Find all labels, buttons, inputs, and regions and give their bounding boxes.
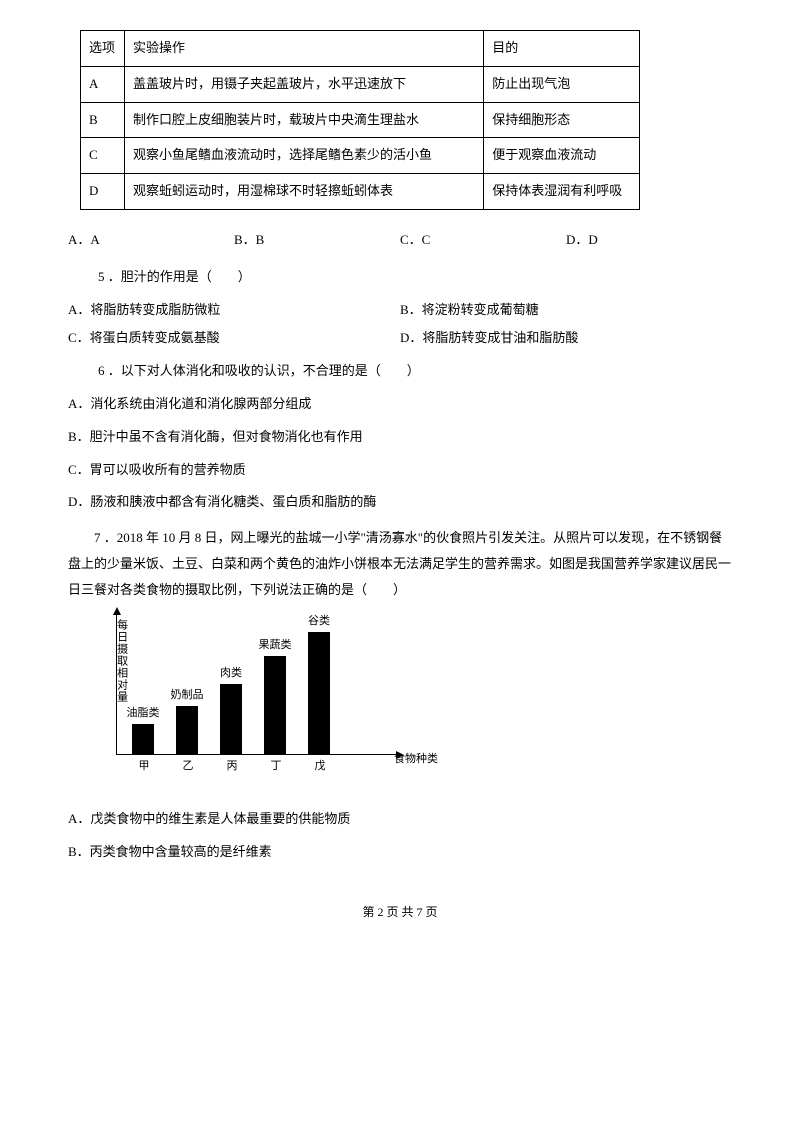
x-label-2: 丙	[218, 758, 246, 776]
q6-opt-a: A．消化系统由消化道和消化腺两部分组成	[68, 394, 732, 415]
cell-opt: D	[81, 174, 125, 210]
chart-x-title: 食物种类	[394, 751, 438, 769]
q7-opt-b: B．丙类食物中含量较高的是纤维素	[68, 842, 732, 863]
nutrition-bar-chart: 每日摄取相对量 油脂类 奶制品 肉类 果蔬类 谷类 食物种类 甲 乙 丙 丁 戊	[116, 615, 396, 795]
q6-stem: 6 ．以下对人体消化和吸收的认识，不合理的是（ ）	[98, 361, 732, 382]
experiment-table: 选项 实验操作 目的 A 盖盖玻片时，用镊子夹起盖玻片，水平迅速放下 防止出现气…	[80, 30, 640, 210]
bar-1	[176, 706, 198, 754]
cell-purpose: 便于观察血液流动	[484, 138, 640, 174]
bar-4	[308, 632, 330, 754]
table-header-row: 选项 实验操作 目的	[81, 31, 640, 67]
q6-opt-c: C．胃可以吸收所有的营养物质	[68, 460, 732, 481]
q7-opt-a: A．戊类食物中的维生素是人体最重要的供能物质	[68, 809, 732, 830]
page-footer: 第 2 页 共 7 页	[68, 903, 732, 922]
table-row: C 观察小鱼尾鳍血液流动时，选择尾鳍色素少的活小鱼 便于观察血液流动	[81, 138, 640, 174]
q5-row1: A．将脂肪转变成脂肪微粒 B．将淀粉转变成葡萄糖	[68, 300, 732, 321]
q5-opt-d: D．将脂肪转变成甘油和脂肪酸	[400, 328, 732, 349]
table-row: D 观察蚯蚓运动时，用湿棉球不时轻擦蚯蚓体表 保持体表湿润有利呼吸	[81, 174, 640, 210]
x-label-0: 甲	[130, 758, 158, 776]
table-row: A 盖盖玻片时，用镊子夹起盖玻片，水平迅速放下 防止出现气泡	[81, 66, 640, 102]
q5-stem: 5 ．胆汁的作用是（ ）	[98, 267, 732, 288]
chart-plot-area: 油脂类 奶制品 肉类 果蔬类 谷类 食物种类	[116, 615, 396, 755]
bar-group-2: 肉类	[217, 665, 245, 755]
bar-top-label: 奶制品	[171, 687, 204, 705]
y-arrow-icon	[113, 607, 121, 615]
bar-top-label: 果蔬类	[259, 637, 292, 655]
bar-2	[220, 684, 242, 754]
q5-opt-a: A．将脂肪转变成脂肪微粒	[68, 300, 400, 321]
option-c: C．C	[400, 230, 566, 251]
x-label-1: 乙	[174, 758, 202, 776]
cell-opt: C	[81, 138, 125, 174]
cell-purpose: 保持体表湿润有利呼吸	[484, 174, 640, 210]
header-purpose: 目的	[484, 31, 640, 67]
q6-opt-d: D．肠液和胰液中都含有消化糖类、蛋白质和脂肪的酶	[68, 492, 732, 513]
bar-top-label: 谷类	[308, 613, 330, 631]
bar-0	[132, 724, 154, 754]
bar-3	[264, 656, 286, 754]
cell-operation: 制作口腔上皮细胞装片时，载玻片中央滴生理盐水	[124, 102, 483, 138]
header-option: 选项	[81, 31, 125, 67]
cell-opt: A	[81, 66, 125, 102]
table-row: B 制作口腔上皮细胞装片时，载玻片中央滴生理盐水 保持细胞形态	[81, 102, 640, 138]
q4-options: A．A B．B C．C D．D	[68, 230, 732, 251]
q5-row2: C．将蛋白质转变成氨基酸 D．将脂肪转变成甘油和脂肪酸	[68, 328, 732, 349]
bar-top-label: 肉类	[220, 665, 242, 683]
cell-operation: 观察小鱼尾鳍血液流动时，选择尾鳍色素少的活小鱼	[124, 138, 483, 174]
q5-opt-b: B．将淀粉转变成葡萄糖	[400, 300, 732, 321]
q6-opt-b: B．胆汁中虽不含有消化酶，但对食物消化也有作用	[68, 427, 732, 448]
option-b: B．B	[234, 230, 400, 251]
x-label-3: 丁	[262, 758, 290, 776]
cell-opt: B	[81, 102, 125, 138]
chart-x-labels: 甲 乙 丙 丁 戊	[116, 758, 396, 776]
q5-opt-c: C．将蛋白质转变成氨基酸	[68, 328, 400, 349]
option-d: D．D	[566, 230, 732, 251]
bar-group-0: 油脂类	[129, 705, 157, 755]
option-a: A．A	[68, 230, 234, 251]
q7-stem: 7 ．2018 年 10 月 8 日，网上曝光的盐城一小学"清汤寡水"的伙食照片…	[68, 525, 732, 603]
x-label-4: 戊	[306, 758, 334, 776]
bar-group-4: 谷类	[305, 613, 333, 755]
cell-purpose: 防止出现气泡	[484, 66, 640, 102]
cell-operation: 观察蚯蚓运动时，用湿棉球不时轻擦蚯蚓体表	[124, 174, 483, 210]
cell-operation: 盖盖玻片时，用镊子夹起盖玻片，水平迅速放下	[124, 66, 483, 102]
cell-purpose: 保持细胞形态	[484, 102, 640, 138]
bar-top-label: 油脂类	[127, 705, 160, 723]
bar-group-3: 果蔬类	[261, 637, 289, 755]
bar-group-1: 奶制品	[173, 687, 201, 755]
header-operation: 实验操作	[124, 31, 483, 67]
